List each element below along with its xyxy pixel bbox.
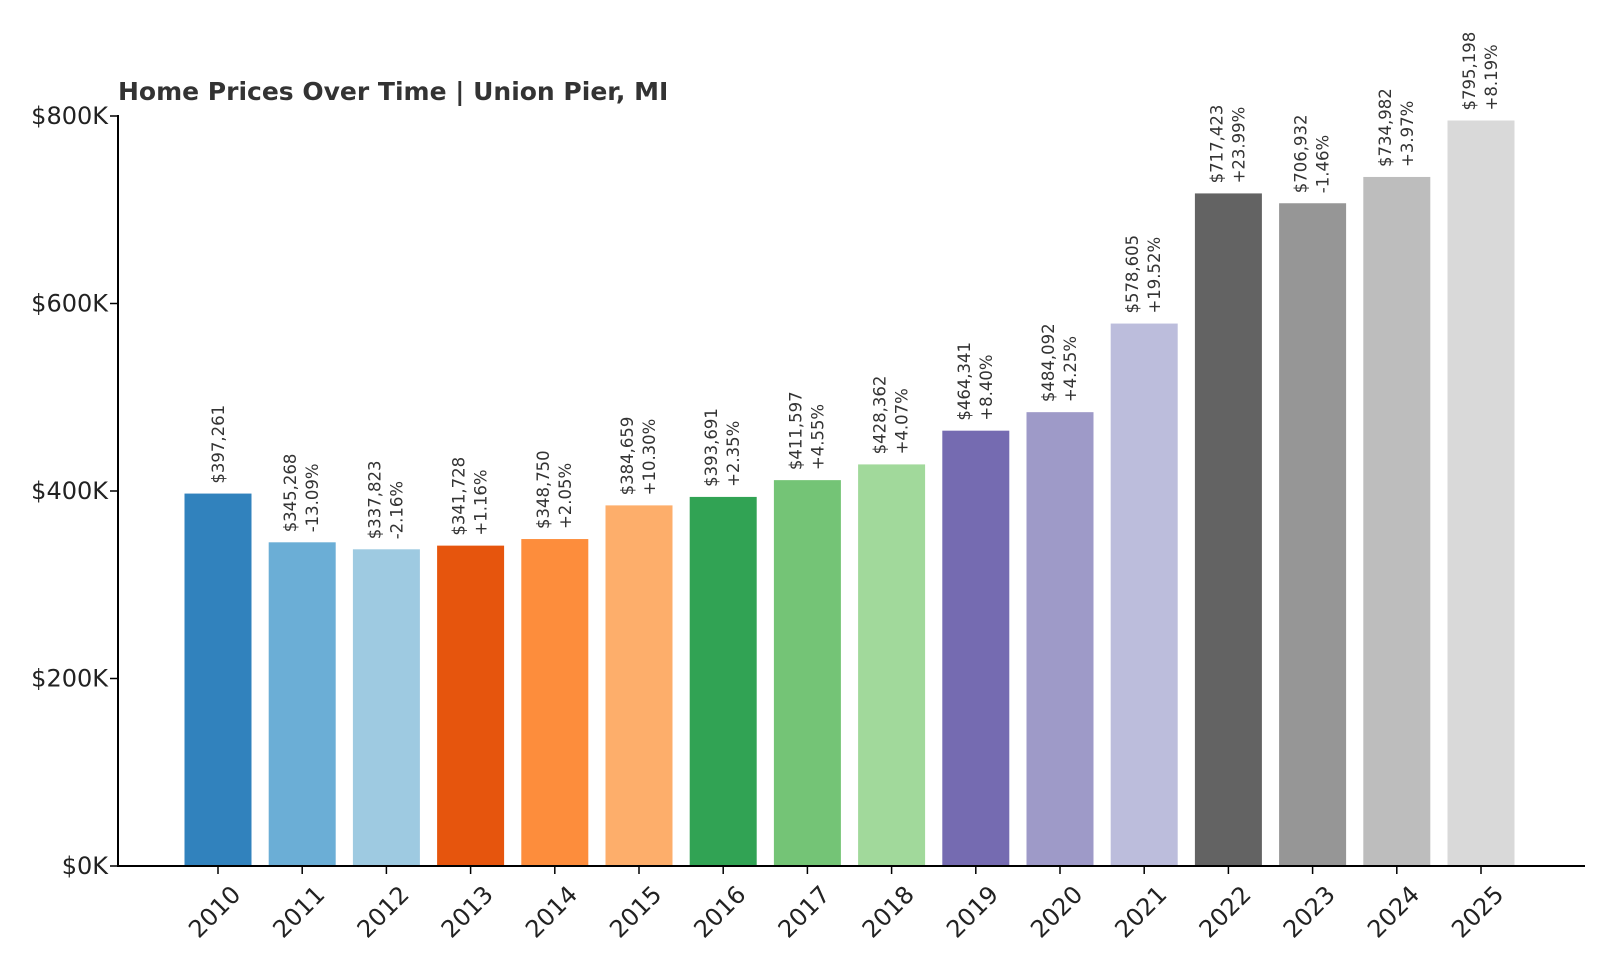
- bar-2014: [521, 539, 589, 866]
- x-tick-label: 2020: [1025, 880, 1088, 943]
- bar-2016: [689, 496, 757, 866]
- bar-change-label: -2.16%: [387, 481, 406, 539]
- x-tick-label: 2017: [773, 880, 836, 943]
- bar-change-label: +8.40%: [977, 354, 996, 420]
- bar-change-label: +4.25%: [1061, 336, 1080, 402]
- bar-value-label: $795,198: [1460, 32, 1479, 111]
- bar-2012: [352, 549, 420, 866]
- x-tick-label: 2012: [352, 880, 415, 943]
- y-tick-label: $600K: [31, 290, 109, 318]
- bar-value-label: $348,750: [534, 450, 553, 529]
- bar-2020: [1026, 412, 1094, 866]
- y-axis: $0K $200K $400K $600K $800K: [31, 102, 119, 880]
- bar-2021: [1110, 323, 1178, 866]
- bar-2024: [1363, 176, 1431, 867]
- bar-change-label: +1.16%: [472, 469, 491, 535]
- bar-value-label: $393,691: [702, 408, 721, 487]
- bar-value-label: $706,932: [1292, 115, 1311, 194]
- bar-value-label: $337,823: [365, 461, 384, 540]
- bar-value-label: $397,261: [209, 405, 228, 484]
- bar-2015: [605, 505, 673, 866]
- bar-2013: [437, 545, 505, 866]
- bar-change-label: +4.07%: [893, 388, 912, 454]
- bar-2018: [858, 464, 926, 866]
- bar-value-label: $464,341: [955, 342, 974, 421]
- x-tick-label: 2019: [941, 880, 1004, 943]
- bar-value-label: $411,597: [786, 391, 805, 470]
- bar-change-label: -13.09%: [303, 463, 322, 532]
- bars-group: [184, 120, 1515, 867]
- data-labels-group: $397,261 $345,268 -13.09% $337,823 -2.16% $34…: [209, 32, 1501, 540]
- bar-2017: [773, 480, 841, 866]
- bar-change-label: +10.30%: [640, 419, 659, 496]
- y-tick-label: $400K: [31, 477, 109, 505]
- x-tick-label: 2023: [1278, 880, 1341, 943]
- bar-change-label: +23.99%: [1229, 107, 1248, 184]
- bar-value-label: $341,728: [450, 457, 469, 536]
- bar-change-label: +3.97%: [1398, 101, 1417, 167]
- x-tick-label: 2010: [183, 880, 246, 943]
- bar-2025: [1447, 120, 1515, 866]
- x-tick-label: 2022: [1194, 880, 1257, 943]
- x-tick-label: 2014: [520, 880, 583, 943]
- bar-2022: [1194, 193, 1262, 866]
- x-tick-label: 2015: [604, 880, 667, 943]
- x-tick-label: 2013: [436, 880, 499, 943]
- bar-value-label: $734,982: [1376, 88, 1395, 167]
- bar-change-label: +19.52%: [1145, 237, 1164, 314]
- bar-change-label: +8.19%: [1482, 44, 1501, 110]
- x-tick-label: 2018: [857, 880, 920, 943]
- bar-value-label: $428,362: [871, 376, 890, 455]
- y-tick-label: $800K: [31, 102, 109, 130]
- x-tick-label: 2011: [267, 880, 330, 943]
- x-axis: 2010 2011 2012 2013 2014 2015 2016 2017 2018 2019…: [117, 865, 1585, 943]
- bar-value-label: $578,605: [1123, 235, 1142, 314]
- bar-value-label: $345,268: [281, 454, 300, 533]
- y-tick-label: $0K: [62, 852, 110, 880]
- bar-value-label: $384,659: [618, 417, 637, 496]
- bar-2023: [1279, 203, 1347, 867]
- chart-title: Home Prices Over Time | Union Pier, MI: [118, 77, 668, 106]
- x-tick-label: 2021: [1109, 880, 1172, 943]
- bar-2011: [268, 542, 336, 866]
- bar-value-label: $717,423: [1207, 105, 1226, 184]
- bar-2010: [184, 493, 252, 866]
- y-tick-label: $200K: [31, 665, 109, 693]
- bar-change-label: +2.35%: [724, 421, 743, 487]
- bar-change-label: -1.46%: [1314, 135, 1333, 193]
- bar-change-label: +2.05%: [556, 463, 575, 529]
- x-tick-label: 2025: [1446, 880, 1509, 943]
- x-tick-label: 2024: [1362, 880, 1425, 943]
- bar-change-label: +4.55%: [808, 404, 827, 470]
- bar-2019: [942, 430, 1010, 866]
- x-tick-label: 2016: [688, 880, 751, 943]
- bar-value-label: $484,092: [1039, 323, 1058, 402]
